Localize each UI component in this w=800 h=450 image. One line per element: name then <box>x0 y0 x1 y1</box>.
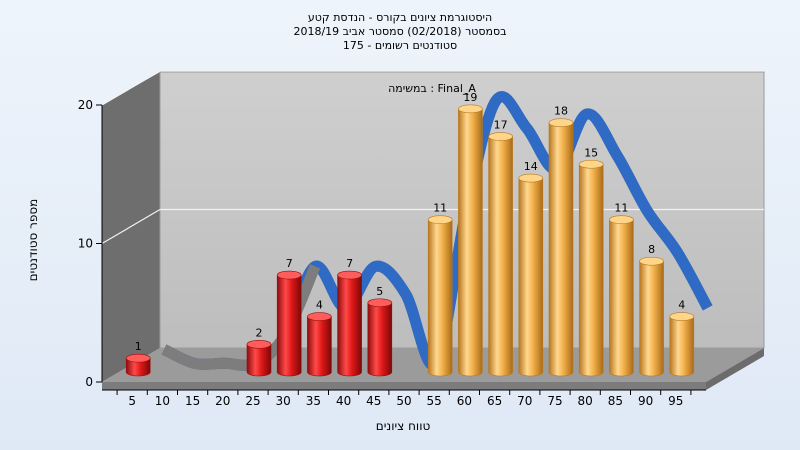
y-axis-title: מספר סטודנטים <box>26 199 40 282</box>
y-tick-label: 0 <box>85 375 93 389</box>
bar-body <box>337 274 362 377</box>
legend-label: במשימה : Final_A <box>388 82 476 95</box>
x-tick-label: 70 <box>517 394 532 408</box>
bar-top <box>548 118 574 127</box>
bar-75 <box>548 118 574 377</box>
bar-95 <box>669 312 695 377</box>
data-label-95: 4 <box>678 299 685 312</box>
bar-60 <box>458 104 483 377</box>
data-label-85: 11 <box>614 202 628 215</box>
bar-top <box>669 312 695 321</box>
bar-body <box>488 136 513 377</box>
bar-body <box>125 357 151 377</box>
x-tick-label: 85 <box>608 394 623 408</box>
data-label-65: 17 <box>494 119 508 132</box>
bar-90 <box>639 256 664 377</box>
data-label-35: 4 <box>316 299 323 312</box>
bars <box>125 104 695 377</box>
bar-40 <box>337 270 362 377</box>
bar-25 <box>246 339 272 377</box>
bar-top <box>427 215 453 224</box>
x-tick-label: 40 <box>336 394 351 408</box>
bar-top <box>125 353 151 363</box>
chart-title: היסטוגרמת ציונים בקורס - הנדסת קטע בסמסט… <box>293 11 506 52</box>
data-label-55: 11 <box>433 202 447 215</box>
x-axis: 5 10 15 20 25 30 35 40 45 50 55 60 65 70 75 80 85 90 95 <box>102 389 706 408</box>
bar-top <box>639 256 664 266</box>
bar-top <box>458 104 483 114</box>
data-label-30: 7 <box>286 257 293 270</box>
x-tick-label: 65 <box>487 394 502 408</box>
x-tick-label: 50 <box>396 394 411 408</box>
x-tick-label: 55 <box>427 394 442 408</box>
x-tick-label: 90 <box>638 394 653 408</box>
bar-55 <box>427 215 453 377</box>
x-tick-label: 10 <box>155 394 170 408</box>
data-label-90: 8 <box>648 243 655 256</box>
data-labels: 1 2 7 4 7 5 11 19 17 14 18 15 11 8 4 <box>135 91 686 353</box>
x-tick-label: 5 <box>128 394 136 408</box>
data-label-25: 2 <box>256 326 263 339</box>
bar-body <box>367 302 393 377</box>
x-tick-label: 25 <box>245 394 260 408</box>
x-tick-label: 95 <box>668 394 683 408</box>
bar-body <box>307 316 332 377</box>
bar-top <box>307 312 332 321</box>
y-tick-label: 10 <box>78 237 93 251</box>
bar-body <box>669 316 695 377</box>
y-axis: 0 10 20 <box>78 98 103 389</box>
data-label-60: 19 <box>463 91 477 104</box>
x-tick-label: 45 <box>366 394 381 408</box>
data-label-5: 1 <box>135 340 142 353</box>
bar-body <box>609 219 634 377</box>
bar-top <box>609 215 634 224</box>
bar-top <box>488 132 513 141</box>
gridline-left <box>101 208 161 245</box>
x-tick-label: 15 <box>185 394 200 408</box>
floor-edge <box>102 382 706 390</box>
chart-title-line-1: היסטוגרמת ציונים בקורס - הנדסת קטע <box>308 11 492 24</box>
bar-top <box>367 298 393 308</box>
x-tick-label: 80 <box>578 394 593 408</box>
data-label-75: 18 <box>554 105 568 118</box>
bar-body <box>548 122 574 377</box>
bar-body <box>518 177 544 377</box>
x-axis-title: טווח ציונים <box>376 419 431 433</box>
bar-body <box>427 219 453 377</box>
data-label-40: 7 <box>346 257 353 270</box>
bar-body <box>639 260 664 377</box>
bar-body <box>578 163 604 377</box>
y-tick-label: 20 <box>78 98 93 112</box>
chart-title-line-3: סטודנטים רשומים - 175 <box>343 39 457 52</box>
bar-70 <box>518 173 544 377</box>
data-label-45: 5 <box>376 285 383 298</box>
bar-45 <box>367 298 393 377</box>
bar-30 <box>276 270 302 377</box>
bar-35 <box>307 312 332 377</box>
bar-top <box>276 270 302 280</box>
bar-body <box>276 274 302 377</box>
x-tick-label: 75 <box>547 394 562 408</box>
bar-body <box>458 108 483 377</box>
chart-title-line-2: בסמסטר (02/2018) סמסטר אביב 2018/19 <box>293 25 506 38</box>
right-edge <box>706 348 764 390</box>
bar-top <box>518 173 544 183</box>
bar-80 <box>578 159 604 377</box>
data-label-70: 14 <box>524 160 538 173</box>
x-tick-label: 60 <box>457 394 472 408</box>
bar-body <box>246 344 272 377</box>
x-tick-label: 20 <box>215 394 230 408</box>
x-tick-label: 30 <box>276 394 291 408</box>
bar-top <box>246 339 272 349</box>
bar-5 <box>125 353 151 377</box>
bar-65 <box>488 132 513 377</box>
bar-top <box>337 270 362 280</box>
bar-85 <box>609 215 634 377</box>
data-label-80: 15 <box>584 146 598 159</box>
x-tick-label: 35 <box>306 394 321 408</box>
bar-top <box>578 159 604 169</box>
gridline-left <box>101 70 161 106</box>
